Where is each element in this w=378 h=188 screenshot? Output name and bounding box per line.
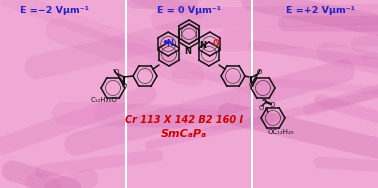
Text: O: O (212, 39, 220, 49)
Text: N: N (184, 48, 192, 57)
Text: N: N (200, 40, 206, 49)
Text: SmCₐPₐ: SmCₐPₐ (161, 129, 207, 139)
Text: O: O (248, 82, 254, 88)
Text: O: O (258, 105, 264, 111)
Text: E =+2 Vμm⁻¹: E =+2 Vμm⁻¹ (285, 6, 355, 15)
Text: O: O (113, 69, 119, 75)
Text: E = 0 Vμm⁻¹: E = 0 Vμm⁻¹ (157, 6, 221, 15)
Text: O: O (256, 69, 262, 75)
Text: Cr 113 X 142 B2 160 I: Cr 113 X 142 B2 160 I (125, 115, 243, 125)
Text: O: O (121, 83, 127, 89)
Text: OC₁₂H₂₅: OC₁₂H₂₅ (268, 129, 294, 135)
Text: E =−2 Vμm⁻¹: E =−2 Vμm⁻¹ (20, 6, 90, 15)
Text: •: • (161, 37, 169, 51)
Text: N: N (166, 39, 174, 49)
Text: C₁₂H₂₅O: C₁₂H₂₅O (91, 97, 118, 103)
Text: O: O (269, 102, 275, 108)
